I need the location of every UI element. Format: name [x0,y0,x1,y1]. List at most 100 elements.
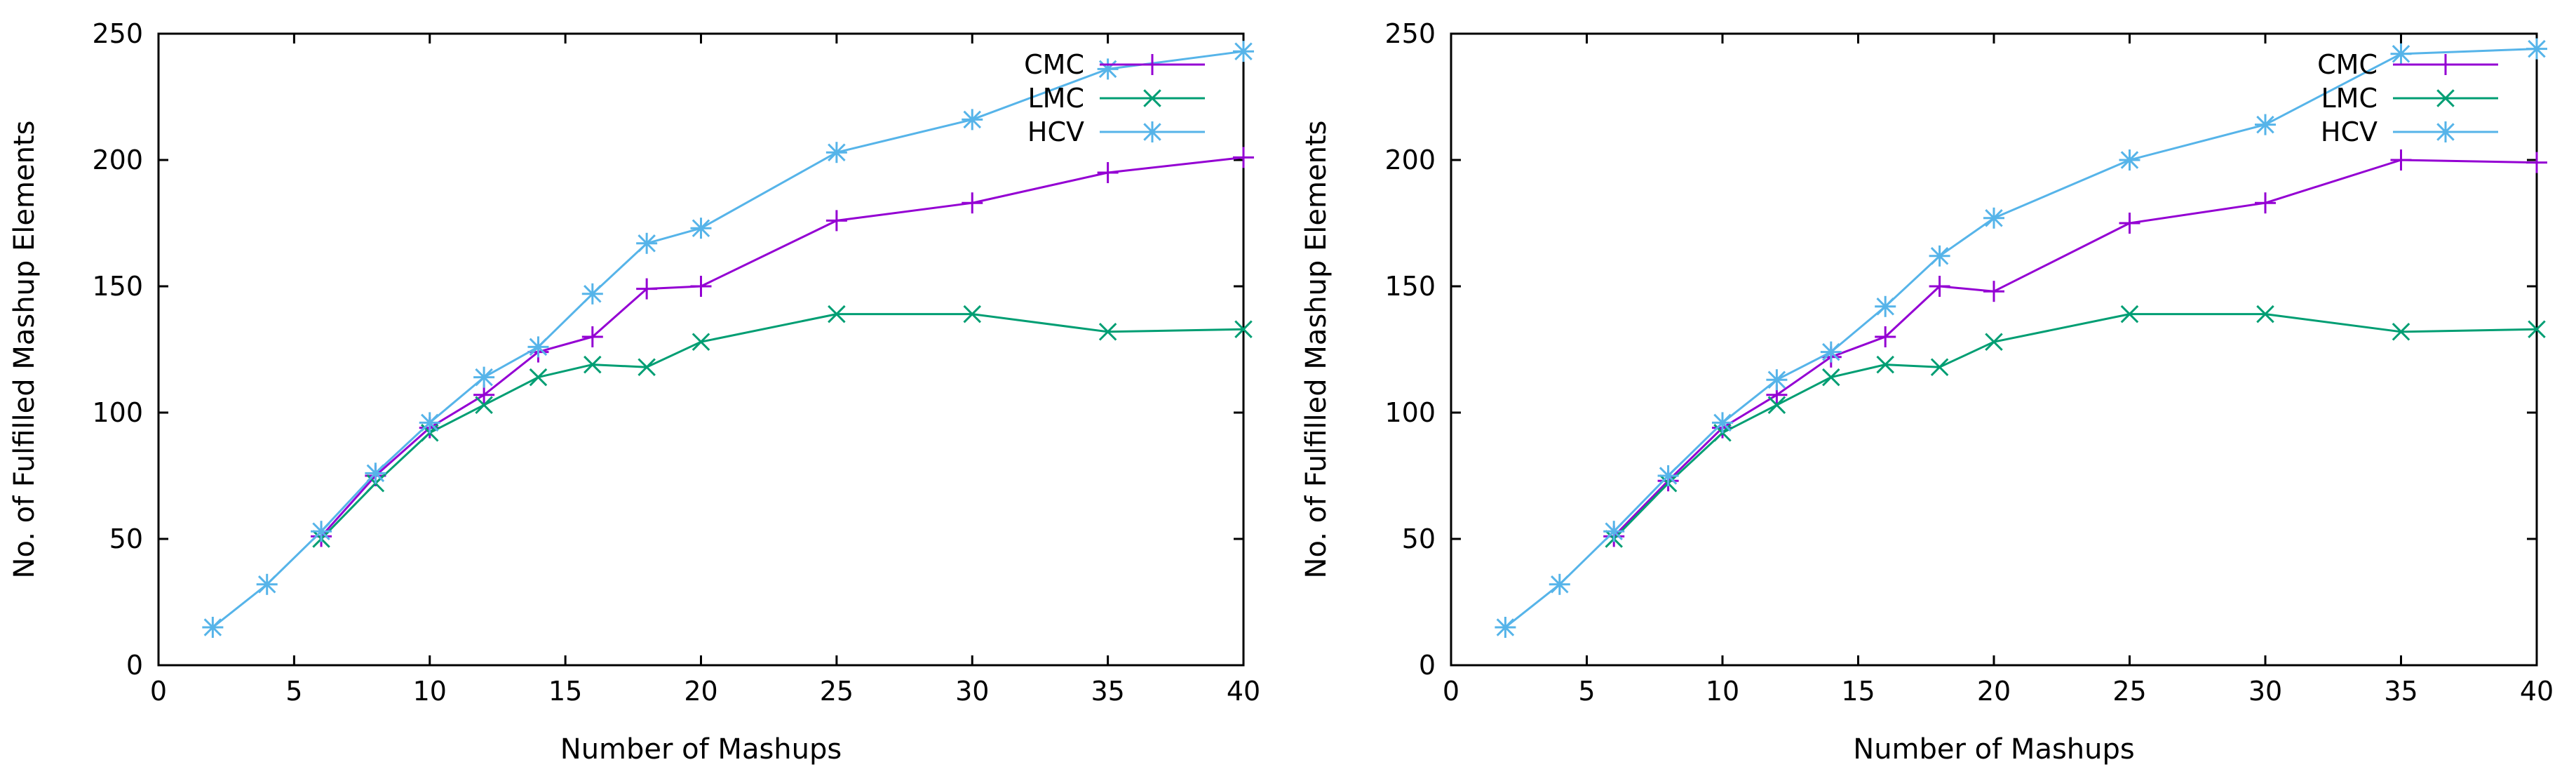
x-tick-label: 35 [1091,676,1124,707]
data-point [828,305,846,323]
x-tick-label: 0 [150,676,167,707]
y-tick-label: 100 [92,397,143,428]
y-tick-label: 150 [92,271,143,302]
data-point [1929,276,1950,297]
legend-label: HCV [2321,116,2378,147]
data-point [1766,369,1788,391]
y-tick-label: 50 [109,523,143,554]
series-lmc [1605,305,2546,548]
data-point [692,333,710,351]
x-tick-label: 25 [2112,676,2146,707]
data-point [419,412,440,434]
data-point [1876,355,1894,374]
data-point [1657,465,1679,486]
series-cmc [1603,149,2547,547]
data-point [1097,58,1119,80]
data-point [1985,333,2003,351]
data-point [1234,320,1253,338]
data-point [1495,617,1516,638]
data-point [581,283,603,305]
data-point [1712,412,1733,434]
data-point [1822,368,1840,387]
series-line [1613,159,2537,538]
x-tick-label: 25 [820,676,854,707]
data-point [311,521,332,542]
data-point [2256,305,2274,323]
data-point [636,232,658,254]
data-point [963,305,982,323]
data-point [1930,358,1949,376]
x-tick-label: 0 [1443,676,1459,707]
legend-marker [2436,89,2455,107]
y-tick-label: 200 [92,145,143,175]
legend-label: CMC [1024,49,1084,80]
data-point [584,355,602,374]
x-tick-label: 15 [1841,676,1875,707]
y-axis-title: No. of Fulfilled Mashup Elements [1300,121,1333,579]
legend-label: LMC [2321,83,2378,114]
y-tick-label: 50 [1402,523,1436,554]
data-point [690,276,712,297]
y-tick-label: 250 [1384,18,1436,49]
data-point [1983,281,2004,302]
legend-label: CMC [2317,49,2378,80]
data-point [2119,213,2140,234]
data-point [1929,245,1950,267]
x-tick-label: 20 [1977,676,2011,707]
data-point [2120,305,2139,323]
data-point [529,368,548,387]
x-tick-label: 40 [1227,676,1260,707]
legend-marker [1143,89,1161,107]
data-point [256,573,278,595]
x-tick-label: 35 [2384,676,2417,707]
y-axis-title: No. of Fulfilled Mashup Elements [8,121,41,579]
data-point [1233,41,1254,62]
y-tick-label: 150 [1384,271,1436,302]
data-point [825,210,847,232]
series-hcv [1495,38,2547,638]
data-point [1549,573,1570,595]
x-tick-label: 10 [413,676,447,707]
data-point [962,192,983,214]
x-tick-label: 40 [2520,676,2554,707]
chart-right: 0 5 10 15 20 25 30 35 40 0 50 100 150 200 250 Number of… [1300,18,2554,766]
data-point [1603,521,1625,542]
series-hcv [202,41,1254,638]
chart-left: 0 5 10 15 20 25 30 35 40 0 50 100 150 200 250 Number of… [8,18,1260,766]
x-tick-label: 20 [684,676,717,707]
x-tick-label: 15 [548,676,582,707]
data-point [638,358,656,376]
series-line [1504,48,2537,629]
data-point [2390,149,2412,171]
series-line [320,313,1244,540]
legend-marker [2435,54,2456,75]
x-tick-label: 30 [2248,676,2282,707]
data-point [825,142,847,163]
series-cmc [311,147,1254,547]
data-point [473,384,495,406]
data-point [473,366,495,388]
series-line [212,50,1244,629]
data-point [690,218,712,239]
data-point [1820,341,1842,363]
x-tick-label: 30 [955,676,989,707]
series-line [320,156,1244,538]
data-point [2119,149,2140,171]
series-line [1613,313,2537,540]
x-tick-label: 10 [1706,676,1739,707]
y-tick-label: 100 [1384,397,1436,428]
x-tick-label: 5 [1578,676,1595,707]
data-point [2255,114,2276,135]
x-axis-title: Number of Mashups [1853,733,2134,766]
data-point [2392,323,2410,341]
data-point [2526,38,2547,60]
data-point [581,326,603,347]
data-point [1097,162,1119,183]
data-point [2390,43,2412,65]
data-point [2255,192,2276,214]
data-point [636,278,658,300]
x-tick-label: 5 [285,676,302,707]
data-point [475,396,493,414]
